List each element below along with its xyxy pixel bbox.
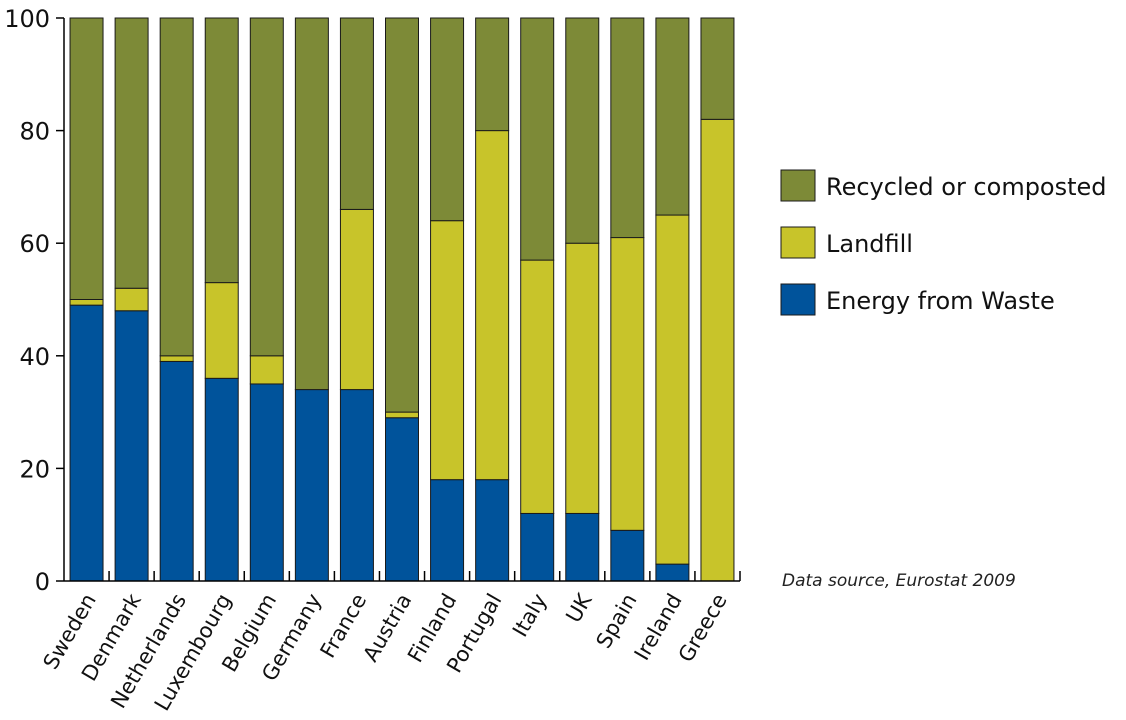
bar-recycled-or-composted-belgium: [249, 17, 284, 357]
bar-recycled-or-composted-netherlands: [159, 17, 194, 357]
bar-landfill-belgium: [249, 355, 284, 385]
bar-recycled-or-composted-denmark: [114, 17, 149, 289]
bar-energy-from-waste-netherlands: [159, 360, 194, 582]
bar-recycled-or-composted-italy: [520, 17, 555, 261]
bar-landfill-greece: [700, 118, 735, 582]
bars-group: [69, 17, 735, 582]
x-category-label: Italy: [508, 590, 552, 641]
bar-recycled-or-composted-finland: [430, 17, 465, 222]
bar-energy-from-waste-austria: [385, 417, 419, 582]
bar-landfill-italy: [520, 259, 555, 514]
bar-energy-from-waste-finland: [430, 479, 465, 582]
y-axis: 0 20 40 60 80 100: [4, 5, 65, 596]
y-tick-label: 60: [19, 230, 50, 258]
x-axis: SwedenDenmarkNetherlandsLuxembourgBelgiu…: [39, 571, 741, 715]
bar-landfill-luxembourg: [204, 282, 239, 379]
bar-recycled-or-composted-france: [339, 17, 374, 210]
y-tick-label: 100: [4, 5, 50, 33]
y-tick-label: 0: [35, 568, 50, 596]
bar-landfill-netherlands: [159, 355, 194, 362]
bar-landfill-france: [339, 208, 374, 391]
legend-label: Landfill: [826, 230, 913, 258]
bar-landfill-ireland: [655, 214, 690, 565]
bar-recycled-or-composted-uk: [565, 17, 600, 244]
bar-landfill-finland: [430, 220, 465, 481]
y-tick-label: 80: [19, 118, 50, 146]
bar-landfill-uk: [565, 242, 600, 514]
bar-recycled-or-composted-sweden: [69, 17, 104, 300]
bar-recycled-or-composted-germany: [294, 17, 329, 391]
bar-recycled-or-composted-greece: [700, 17, 735, 120]
bar-recycled-or-composted-austria: [385, 17, 419, 413]
bar-landfill-spain: [610, 237, 645, 531]
bar-recycled-or-composted-luxembourg: [204, 17, 239, 284]
bar-landfill-sweden: [69, 299, 104, 306]
bar-energy-from-waste-germany: [294, 389, 329, 582]
bar-energy-from-waste-spain: [610, 529, 645, 582]
legend-swatch-landfill: [780, 226, 816, 259]
bar-recycled-or-composted-ireland: [655, 17, 690, 216]
bar-landfill-denmark: [114, 287, 149, 312]
bar-recycled-or-composted-spain: [610, 17, 645, 239]
x-category-label: UK: [561, 588, 597, 626]
y-tick-label: 20: [19, 455, 50, 483]
legend-swatch-energy-from-waste: [780, 283, 816, 316]
bar-energy-from-waste-luxembourg: [204, 377, 239, 582]
bar-recycled-or-composted-portugal: [475, 17, 510, 132]
bar-energy-from-waste-denmark: [114, 310, 149, 582]
legend-label: Energy from Waste: [826, 287, 1055, 315]
legend: Recycled or composted Landfill Energy from…: [780, 169, 1107, 316]
bar-energy-from-waste-italy: [520, 512, 555, 582]
bar-energy-from-waste-belgium: [249, 383, 284, 582]
bar-energy-from-waste-ireland: [655, 563, 690, 582]
bar-energy-from-waste-france: [339, 389, 374, 582]
legend-label: Recycled or composted: [826, 173, 1107, 201]
bar-energy-from-waste-sweden: [69, 304, 104, 582]
bar-energy-from-waste-portugal: [475, 479, 510, 582]
bar-energy-from-waste-uk: [565, 512, 600, 582]
bar-landfill-portugal: [475, 130, 510, 481]
legend-swatch-recycled-or-composted: [780, 169, 816, 202]
source-annotation: Data source, Eurostat 2009: [782, 571, 1016, 591]
y-tick-label: 40: [19, 343, 50, 371]
bar-landfill-austria: [385, 411, 419, 419]
